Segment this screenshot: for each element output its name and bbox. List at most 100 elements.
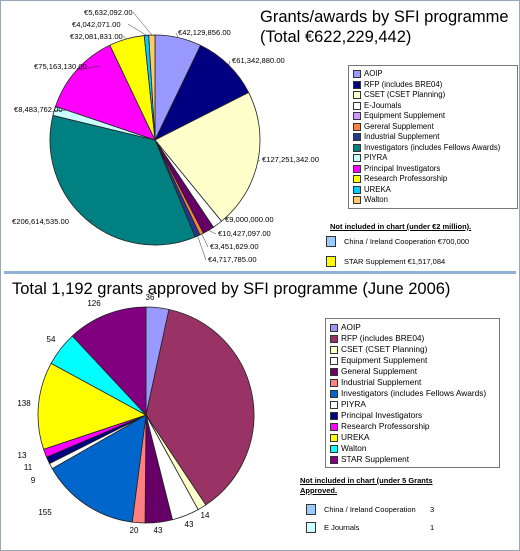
data-label: €42,129,856.00: [178, 28, 231, 37]
section-divider: [4, 271, 516, 274]
chart1-title: Grants/awards by SFI programme: [260, 8, 509, 26]
leader-line: [175, 32, 179, 38]
legend-label: Walton: [364, 195, 388, 204]
chart2-note-value: 3: [430, 505, 435, 514]
data-label: €61,342,880.00: [232, 56, 285, 65]
chart1-note-title: Not included in chart (under €2 million)…: [330, 222, 472, 231]
china-swatch: [326, 236, 336, 247]
leader-line: [197, 235, 207, 261]
data-label: €10,427,097.00: [218, 229, 271, 238]
legend-label: CSET (CSET Planning): [364, 90, 446, 99]
chart2-note-item: E Journals: [306, 522, 359, 533]
legend-item: Investigators (includes Fellows Awards): [330, 388, 495, 399]
star-swatch: [326, 256, 336, 267]
legend-swatch: [330, 411, 338, 420]
legend-swatch: [353, 143, 361, 152]
legend-label: Equipment Supplement: [341, 355, 428, 365]
legend-label: Research Professorship: [341, 421, 430, 431]
legend-swatch: [353, 196, 361, 205]
chart2-note-label: E Journals: [324, 523, 360, 532]
legend-swatch: [353, 122, 361, 131]
legend-label: CSET (CSET Planning): [341, 344, 428, 354]
data-label: €127,251,342.00: [262, 155, 319, 164]
legend-swatch: [330, 389, 338, 398]
data-label: 20: [130, 526, 139, 535]
chart1-note-item: China / Ireland Cooperation €700,000: [326, 236, 469, 247]
chart2-note-label: China / Ireland Cooperation: [324, 505, 416, 514]
data-label: €32,081,831.00: [70, 32, 123, 41]
legend-label: Industrial Supplement: [341, 377, 422, 387]
legend-swatch: [330, 422, 338, 431]
data-label: 11: [24, 463, 33, 472]
chart1-note-label: China / Ireland Cooperation €700,000: [344, 237, 470, 246]
legend-label: AOIP: [364, 69, 383, 78]
legend-swatch: [353, 185, 361, 194]
chart2-note-item: China / Ireland Cooperation: [306, 504, 416, 515]
data-label: 9: [31, 476, 36, 485]
legend-item: General Supplement: [330, 366, 495, 377]
data-label: 155: [38, 508, 52, 517]
leader-line: [127, 23, 147, 36]
legend-swatch: [353, 80, 361, 89]
leader-line: [257, 159, 261, 162]
legend-item: AOIP: [330, 322, 495, 333]
china-swatch: [306, 504, 316, 515]
legend-label: Principal Investigators: [364, 163, 441, 173]
legend-label: General Supplement: [341, 366, 418, 376]
legend-swatch: [330, 356, 338, 365]
data-label: €75,163,130.00: [34, 62, 87, 71]
legend-label: RFP (includes BRE04): [341, 333, 425, 343]
legend-swatch: [353, 164, 361, 173]
legend-swatch: [330, 378, 338, 387]
legend-swatch: [353, 112, 361, 121]
legend-item: UREKA: [330, 432, 495, 443]
legend-swatch: [353, 175, 361, 184]
data-label: €9,000,000.00: [225, 215, 274, 224]
pie-slice-star-supplement: [71, 306, 147, 417]
legend-swatch: [330, 433, 338, 442]
data-label: €3,451,629.00: [210, 242, 259, 251]
leader-line: [76, 65, 101, 71]
legend-label: Equipment Supplement: [364, 111, 446, 120]
legend-item: Equipment Supplement: [353, 111, 513, 122]
legend-item: CSET (CSET Planning): [353, 90, 513, 101]
legend-swatch: [353, 70, 361, 79]
legend-item: Investigators (includes Fellows Awards): [353, 143, 513, 154]
ejournals-swatch: [306, 522, 316, 533]
data-label: 14: [201, 511, 210, 520]
chart1-note-item: STAR Supplement €1,517,084: [326, 256, 445, 267]
legend-label: Industrial Supplement: [364, 132, 440, 141]
leader-line: [208, 230, 217, 235]
chart2-title: Total 1,192 grants approved by SFI progr…: [12, 280, 451, 298]
legend-item: Industrial Supplement: [353, 132, 513, 143]
legend-item: PIYRA: [330, 399, 495, 410]
legend-swatch: [353, 91, 361, 100]
legend-item: Gereral Supplement: [353, 122, 513, 133]
leader-line: [86, 219, 94, 222]
legend-item: Principal Investigators: [330, 410, 495, 421]
chart1-legend: AOIP RFP (includes BRE04) CSET (CSET Plann…: [348, 65, 518, 209]
legend-item: AOIP: [353, 69, 513, 80]
legend-label: Walton: [341, 443, 367, 453]
pie-slice-investigators-includes-fellows-awards: [51, 414, 147, 523]
legend-item: UREKA: [353, 185, 513, 196]
legend-item: RFP (includes BRE04): [330, 333, 495, 344]
legend-item: PIYRA: [353, 153, 513, 164]
legend-swatch: [330, 444, 338, 453]
data-label: €4,042,071.00: [72, 20, 121, 29]
chart1-note-label: STAR Supplement €1,517,084: [344, 257, 446, 266]
pie-slice-ureka: [37, 362, 147, 450]
chart2-note-title-line1: Not included in chart (under 5 Grants: [300, 476, 433, 485]
data-label: 43: [185, 520, 194, 529]
data-label: 54: [47, 335, 56, 344]
chart2-note-title-line2: Approved.: [300, 486, 338, 495]
legend-label: Investigators (includes Fellows Awards): [364, 142, 501, 152]
legend-label: STAR Supplement: [341, 454, 410, 464]
data-label: 36: [146, 293, 155, 302]
legend-swatch: [330, 400, 338, 409]
legend-item: Walton: [330, 443, 495, 454]
data-label: €8,483,762.00: [14, 105, 63, 114]
data-label: €5,632,092.00: [84, 8, 133, 17]
